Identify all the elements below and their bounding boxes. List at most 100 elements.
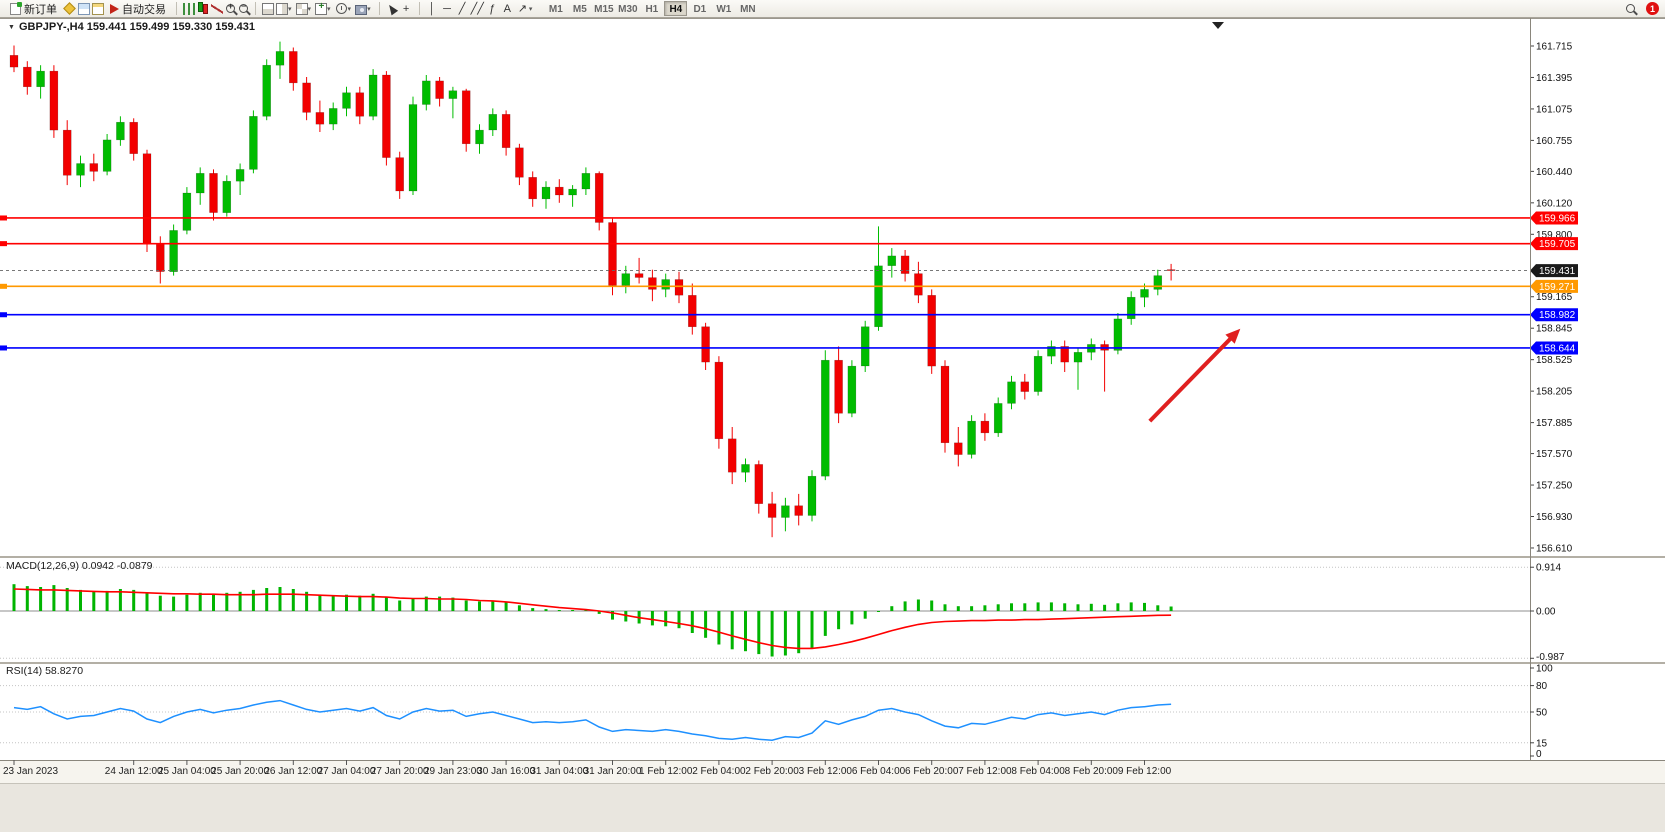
candle-body xyxy=(408,104,418,192)
macd-axis-label: 0.914 xyxy=(1536,563,1561,574)
line-left-marker xyxy=(0,215,7,221)
chart-shift-marker-icon[interactable] xyxy=(1212,22,1224,29)
dropdown-caret-icon[interactable]: ▾ xyxy=(327,5,331,13)
autotrading-button[interactable]: 自动交易 xyxy=(106,1,170,17)
window-bottom-area xyxy=(0,783,1665,832)
svg-text:158.644: 158.644 xyxy=(1539,344,1576,355)
time-axis-label: 25 Jan 04:00 xyxy=(158,766,216,777)
new-chart-icon[interactable] xyxy=(315,1,328,15)
candle-body xyxy=(767,503,777,518)
svg-text:159.966: 159.966 xyxy=(1539,214,1576,225)
trendline-tool-icon[interactable]: ╱ xyxy=(458,2,466,15)
panel-divider[interactable] xyxy=(0,556,1665,558)
line-chart-icon[interactable] xyxy=(211,2,223,15)
price-axis-label: 157.885 xyxy=(1536,418,1573,429)
price-axis-label: 159.800 xyxy=(1536,230,1573,241)
time-axis-label: 31 Jan 04:00 xyxy=(530,766,588,777)
candle-body xyxy=(209,173,218,213)
dropdown-caret-icon[interactable]: ▾ xyxy=(528,5,533,13)
price-axis-label: 161.075 xyxy=(1536,104,1573,115)
dropdown-caret-icon[interactable]: ▾ xyxy=(367,5,371,13)
arrow-tool-icon[interactable]: ↗ xyxy=(517,2,527,15)
dropdown-caret-icon[interactable]: ▾ xyxy=(288,5,292,13)
fibonacci-tool-icon[interactable]: ƒ xyxy=(489,2,496,15)
time-axis-label: 2 Feb 20:00 xyxy=(745,766,799,777)
candle-body xyxy=(927,295,936,367)
candle-body xyxy=(914,273,923,296)
line-left-marker xyxy=(0,312,7,318)
candle-body xyxy=(714,361,724,440)
timeframe-button-D1[interactable]: D1 xyxy=(693,4,707,15)
candle-body xyxy=(874,265,883,328)
line-left-marker xyxy=(0,241,7,247)
price-tag: 158.644 xyxy=(1530,341,1578,355)
candle-body xyxy=(1047,346,1056,357)
candle-body xyxy=(289,51,298,84)
candle-body xyxy=(9,55,19,68)
candle-body xyxy=(142,153,152,245)
market-watch-icon[interactable] xyxy=(78,2,90,15)
cursor-tool-icon[interactable] xyxy=(385,2,398,15)
new-order-icon xyxy=(10,1,22,15)
dropdown-caret-icon[interactable]: ▾ xyxy=(347,5,352,13)
screenshot-icon[interactable] xyxy=(355,4,368,15)
candle-body xyxy=(555,186,564,196)
candlestick-chart-icon[interactable] xyxy=(197,2,209,15)
horizontal-line-tool-icon[interactable]: ─ xyxy=(443,2,451,15)
timeframe-button-M30[interactable]: M30 xyxy=(618,4,638,15)
tile-horizontal-icon[interactable] xyxy=(276,2,288,15)
bar-chart-icon[interactable] xyxy=(183,2,195,15)
crosshair-tool-icon[interactable]: + xyxy=(402,2,410,15)
candle-body xyxy=(621,273,631,286)
time-axis-label: 1 Feb 12:00 xyxy=(639,766,693,777)
candle-body xyxy=(501,114,511,148)
timeframe-button-M1[interactable]: M1 xyxy=(548,4,563,15)
candle-body xyxy=(49,70,59,131)
timeframe-button-H4[interactable]: H4 xyxy=(664,1,688,16)
timeframe-button-M5[interactable]: M5 xyxy=(572,4,587,15)
navigator-icon[interactable] xyxy=(92,2,104,15)
vertical-line-tool-icon[interactable]: │ xyxy=(428,2,436,15)
candle-body xyxy=(129,121,138,154)
channel-tool-icon[interactable]: ╱╱ xyxy=(470,2,484,15)
autotrading-label: 自动交易 xyxy=(122,3,166,16)
macd-axis-label: -0.987 xyxy=(1536,652,1565,663)
price-axis-label: 161.715 xyxy=(1536,42,1573,53)
toolbar-separator xyxy=(255,2,256,15)
tile-windows-icon[interactable] xyxy=(262,2,274,15)
timeframe-button-M15[interactable]: M15 xyxy=(594,4,614,15)
candle-body xyxy=(980,420,990,434)
time-axis-label: 2 Feb 04:00 xyxy=(692,766,746,777)
candle-body xyxy=(36,70,45,88)
timeframe-button-W1[interactable]: W1 xyxy=(716,4,732,15)
zoom-in-icon[interactable] xyxy=(226,1,235,13)
search-icon[interactable] xyxy=(1626,4,1635,13)
candle-body xyxy=(515,147,524,178)
rsi-axis-label: 50 xyxy=(1536,708,1548,719)
candle-body xyxy=(222,180,232,213)
timeframe-button-MN[interactable]: MN xyxy=(740,4,756,15)
metaeditor-icon[interactable] xyxy=(63,2,76,15)
text-tool-icon[interactable]: A xyxy=(503,2,511,15)
candle-body xyxy=(821,359,830,477)
tile-grid-icon[interactable] xyxy=(295,2,308,15)
candle-body xyxy=(435,80,444,99)
notification-badge[interactable]: 1 xyxy=(1646,2,1659,15)
new-order-button[interactable]: 新订单 xyxy=(6,1,61,17)
svg-text:158.982: 158.982 xyxy=(1539,310,1576,321)
candle-body xyxy=(634,273,644,278)
dropdown-caret-icon[interactable]: ▾ xyxy=(307,5,312,13)
candle-body xyxy=(368,74,378,117)
panel-divider[interactable] xyxy=(0,662,1665,664)
period-clock-icon[interactable] xyxy=(335,3,347,14)
zoom-out-icon[interactable] xyxy=(239,1,248,13)
candle-body xyxy=(581,173,591,190)
candle-body xyxy=(608,222,617,286)
trend-arrow[interactable] xyxy=(1148,334,1235,423)
candle-body xyxy=(475,129,484,145)
time-axis-label: 8 Feb 04:00 xyxy=(1011,766,1065,777)
candle-body xyxy=(422,80,431,105)
candle-body xyxy=(342,92,351,109)
timeframe-button-H1[interactable]: H1 xyxy=(645,4,659,15)
